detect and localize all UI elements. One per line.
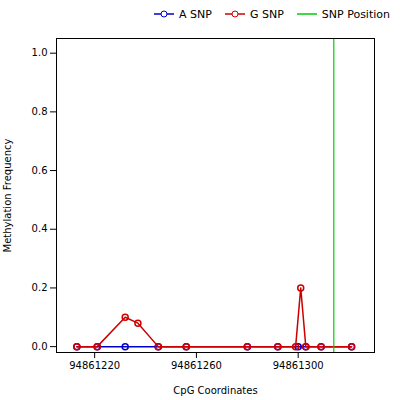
svg-text:94861300: 94861300 <box>273 360 324 371</box>
svg-text:0.6: 0.6 <box>32 165 48 176</box>
html-text:SNP Position: SNP Position <box>321 7 390 21</box>
svg-text:94861260: 94861260 <box>171 360 222 371</box>
html-text:A SNP: A SNP <box>179 7 212 21</box>
svg-text:Methylation Frequency: Methylation Frequency <box>2 138 13 252</box>
svg-text:0.2: 0.2 <box>32 282 48 293</box>
html-text:G SNP: G SNP <box>250 7 284 21</box>
svg-text:1.0: 1.0 <box>32 47 48 58</box>
svg-text:0.0: 0.0 <box>32 341 48 352</box>
svg-text:CpG Coordinates: CpG Coordinates <box>173 385 257 396</box>
svg-text:0.4: 0.4 <box>32 223 48 234</box>
svg-text:94861220: 94861220 <box>69 360 120 371</box>
svg-text:0.8: 0.8 <box>32 106 48 117</box>
